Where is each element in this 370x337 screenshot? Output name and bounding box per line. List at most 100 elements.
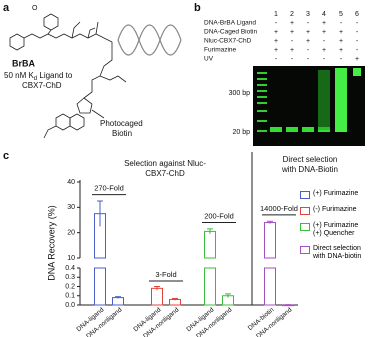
ladder-band — [257, 72, 267, 74]
bar — [204, 230, 216, 259]
sign: + — [306, 29, 310, 36]
ladder-band — [257, 90, 267, 92]
bromo: O — [32, 5, 38, 12]
bar — [112, 297, 124, 306]
compound-name: BrBA — [12, 58, 36, 68]
gel-band — [270, 127, 282, 132]
fold-label: 14000-Fold — [260, 204, 298, 213]
row-label: Nluc-CBX7-ChD — [204, 38, 252, 45]
legend-item: Direct selection with DNA-biotin — [300, 245, 368, 261]
gel-band — [286, 127, 298, 132]
sign: - — [356, 47, 359, 54]
legend-swatch — [300, 223, 310, 231]
gel-smear — [318, 70, 330, 130]
legend-label: (-) Furimazine — [313, 206, 357, 213]
lane-number: 4 — [322, 11, 326, 18]
row-label: DNA-Caged Biotin — [204, 29, 257, 36]
y-tick-label: 0.2 — [65, 283, 75, 290]
legend: (+) Furimazine (-) Furimazine (+) Furimazi… — [300, 190, 368, 268]
chemical-structure — [9, 13, 127, 139]
sign: + — [290, 47, 294, 54]
sign: - — [275, 56, 278, 63]
lane-number: 5 — [339, 11, 343, 18]
y-axis-title: DNA Recovery (%) — [46, 205, 56, 281]
y-tick-label: 20 — [67, 230, 75, 237]
row-label: DNA-BrBA Ligand — [204, 20, 256, 27]
panel-label: b — [194, 2, 201, 14]
header: with DNA-Biotin — [281, 165, 338, 174]
lane-number: 6 — [355, 11, 359, 18]
lane-number: 2 — [290, 11, 294, 18]
header: Selection against Nluc- — [124, 159, 206, 168]
legend-swatch — [300, 191, 310, 199]
y-tick-label: 30 — [67, 204, 75, 211]
sign: + — [274, 38, 278, 45]
sign: + — [290, 20, 294, 27]
sign: + — [322, 29, 326, 36]
sign: - — [275, 20, 278, 27]
sign: + — [290, 29, 294, 36]
y-tick-label: 0.0 — [65, 302, 75, 309]
marker-label: 20 bp — [232, 129, 250, 136]
bar — [264, 222, 276, 259]
sign: - — [307, 20, 310, 27]
ladder-band — [257, 78, 267, 80]
ladder-band — [257, 110, 267, 112]
cage-label: Biotin — [112, 129, 132, 138]
affinity-post: Ligand to — [37, 71, 73, 80]
sign: + — [339, 47, 343, 54]
ladder-band — [257, 130, 267, 132]
lane-number: 1 — [274, 11, 278, 18]
sign: - — [356, 38, 359, 45]
marker-label: 300 bp — [229, 90, 251, 97]
sign: - — [356, 20, 359, 27]
lane-number: 3 — [306, 11, 310, 18]
y-tick-label: 0.3 — [65, 274, 75, 281]
y-tick-label: 0.4 — [65, 265, 75, 272]
ladder-band — [257, 102, 267, 104]
sign: - — [307, 47, 310, 54]
fold-label: 3-Fold — [155, 270, 176, 279]
sign: + — [274, 29, 278, 36]
affinity: 50 nM Kd Ligand to — [4, 71, 73, 81]
sign: + — [339, 29, 343, 36]
legend-swatch — [300, 207, 310, 215]
gel-band — [302, 127, 314, 132]
y-tick-label: 0.1 — [65, 293, 75, 300]
panel-label: c — [3, 150, 9, 162]
bar — [264, 267, 276, 306]
sign: + — [322, 47, 326, 54]
legend-item: (+) Furimazine — [300, 190, 368, 199]
affinity-sub: d — [34, 76, 37, 82]
sign: - — [356, 29, 359, 36]
legend-label: Direct selection with DNA-biotin — [313, 245, 362, 260]
gel-smear — [353, 68, 361, 76]
dna-helix — [117, 24, 182, 56]
y-tick-label: 40 — [67, 179, 75, 186]
sign: + — [306, 38, 310, 45]
sign: - — [340, 20, 343, 27]
bar — [204, 267, 216, 306]
bar — [151, 287, 163, 306]
fold-label: 200-Fold — [204, 212, 234, 221]
legend-label: (+) Furimazine (+) Quencher — [313, 222, 359, 237]
ladder-band — [257, 120, 267, 122]
legend-item: (+) Furimazine (+) Quencher — [300, 222, 368, 238]
legend-swatch — [300, 246, 310, 254]
affinity-pre: 50 nM K — [4, 71, 34, 80]
sign: - — [340, 56, 343, 63]
legend-label: (+) Furimazine — [313, 190, 359, 197]
y-tick-label: 10 — [67, 255, 75, 262]
cage-label: Photocaged — [100, 119, 143, 128]
sign: + — [355, 56, 359, 63]
sign: + — [274, 47, 278, 54]
gel-smear — [335, 68, 347, 132]
sign: + — [339, 38, 343, 45]
bar — [94, 267, 106, 306]
row-label: Furimazine — [204, 47, 237, 54]
row-label: UV — [204, 56, 214, 63]
sign: - — [323, 38, 326, 45]
ladder-band — [257, 84, 267, 86]
